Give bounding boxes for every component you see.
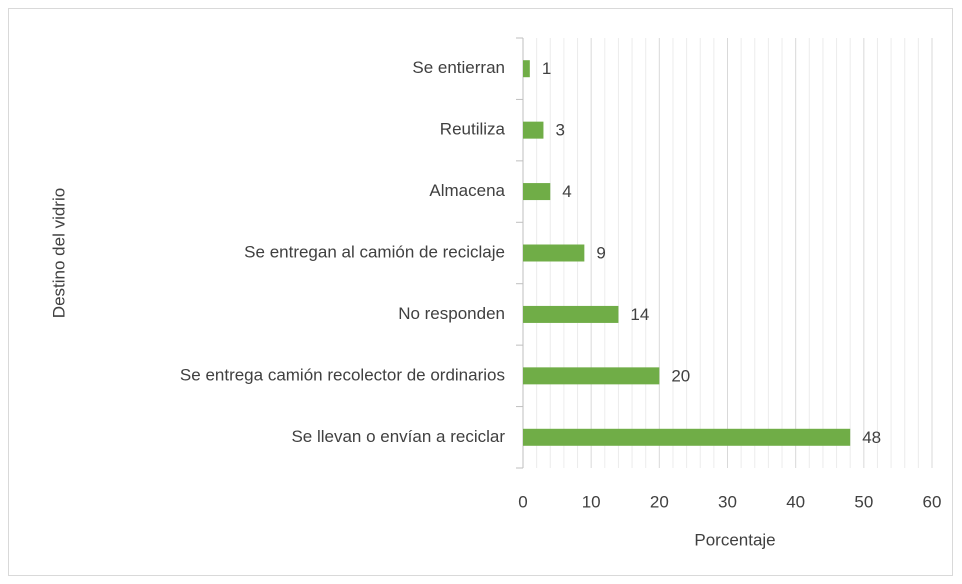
- x-tick-label: 10: [582, 492, 601, 511]
- bar: [523, 60, 530, 78]
- y-tick-label: Se llevan o envían a reciclar: [291, 427, 505, 446]
- y-tick-label: No responden: [398, 304, 505, 323]
- y-tick-label: Se entierran: [412, 58, 505, 77]
- bar: [523, 121, 544, 139]
- bar: [523, 428, 851, 446]
- x-tick-label: 20: [650, 492, 669, 511]
- chart-border: [8, 8, 953, 576]
- data-label: 9: [596, 243, 605, 262]
- bar: [523, 305, 619, 323]
- x-tick-label: 40: [786, 492, 805, 511]
- x-tick-label: 30: [718, 492, 737, 511]
- data-label: 14: [630, 305, 649, 324]
- x-tick-label: 60: [923, 492, 942, 511]
- data-label: 48: [862, 428, 881, 447]
- y-tick-label: Almacena: [429, 181, 505, 200]
- bar: [523, 367, 660, 385]
- y-tick-label: Se entregan al camión de reciclaje: [244, 242, 505, 261]
- data-label: 4: [562, 182, 571, 201]
- x-tick-label: 50: [854, 492, 873, 511]
- y-axis-title: Destino del vidrio: [49, 188, 68, 318]
- bar: [523, 244, 585, 262]
- data-label: 20: [671, 366, 690, 385]
- y-tick-label: Se entrega camión recolector de ordinari…: [180, 365, 505, 384]
- x-tick-label: 0: [518, 492, 527, 511]
- data-label: 1: [542, 59, 551, 78]
- data-label: 3: [555, 121, 564, 140]
- x-axis-title: Porcentaje: [694, 530, 775, 549]
- y-tick-label: Reutiliza: [440, 120, 506, 139]
- bar: [523, 183, 551, 201]
